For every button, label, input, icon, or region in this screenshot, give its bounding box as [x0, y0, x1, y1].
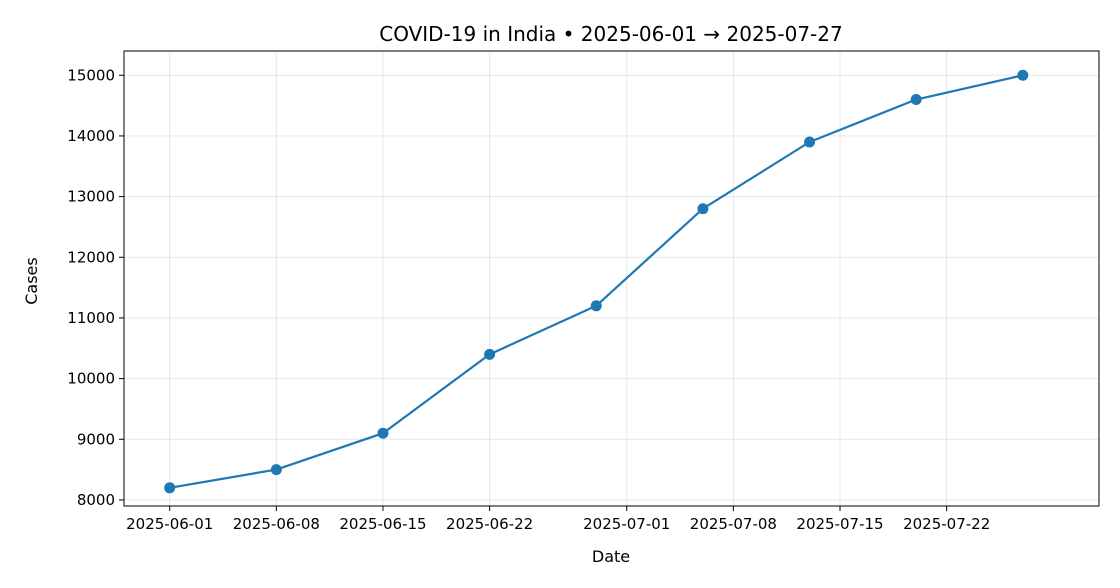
x-axis: 2025-06-01 2025-06-08 2025-06-15 2025-06-22… — [126, 506, 990, 533]
y-tick-label: 8000 — [77, 491, 115, 509]
x-axis-label: Date — [592, 547, 630, 566]
grid-lines — [124, 51, 1099, 506]
x-tick-label: 2025-07-08 — [690, 515, 777, 533]
series-markers — [164, 69, 1029, 494]
data-point — [910, 94, 922, 106]
y-tick-label: 13000 — [67, 188, 115, 206]
data-point — [804, 136, 816, 148]
x-tick-label: 2025-07-22 — [903, 515, 990, 533]
y-axis: 8000 9000 10000 11000 12000 13000 14000 15000 — [67, 66, 124, 509]
plot-frame — [123, 50, 1100, 507]
data-point — [1017, 69, 1029, 81]
y-tick-label: 14000 — [67, 127, 115, 145]
data-point — [377, 427, 389, 439]
y-tick-label: 15000 — [67, 66, 115, 84]
y-tick-label: 12000 — [67, 248, 115, 266]
x-tick-label: 2025-07-15 — [796, 515, 883, 533]
chart-title: COVID-19 in India • 2025-06-01 → 2025-07… — [379, 22, 842, 46]
y-tick-label: 10000 — [67, 370, 115, 388]
y-axis-label: Cases — [22, 257, 41, 305]
y-tick-label: 11000 — [67, 309, 115, 327]
x-tick-label: 2025-06-08 — [233, 515, 320, 533]
data-point — [270, 464, 282, 476]
data-point — [164, 482, 176, 494]
data-point — [484, 348, 496, 360]
data-point — [697, 203, 709, 215]
x-tick-label: 2025-06-15 — [339, 515, 426, 533]
x-tick-label: 2025-06-01 — [126, 515, 213, 533]
data-point — [590, 300, 602, 312]
y-tick-label: 9000 — [77, 430, 115, 448]
x-tick-label: 2025-06-22 — [446, 515, 533, 533]
x-tick-label: 2025-07-01 — [583, 515, 670, 533]
